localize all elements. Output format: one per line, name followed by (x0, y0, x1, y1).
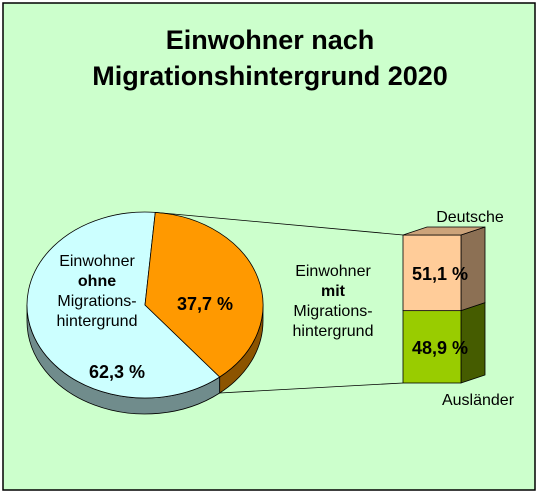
value-label: 48,9 % (412, 338, 468, 358)
value-label: 37,7 % (177, 294, 233, 314)
category-label: mit (321, 283, 346, 300)
connector (155, 211, 404, 236)
pie-slice (144, 211, 264, 378)
value-label: 51,1 % (412, 264, 468, 284)
category-label: Migrations- (57, 293, 136, 310)
category-label: Ausländer (442, 392, 515, 409)
category-label: Deutsche (436, 209, 504, 226)
chart-title: Einwohner nach Migrationshintergrund 202… (92, 25, 448, 91)
category-label: hintergrund (57, 313, 138, 330)
bar-top (402, 226, 486, 236)
category-label: Einwohner (295, 263, 371, 280)
category-label: hintergrund (293, 323, 374, 340)
bar-segment (402, 234, 462, 312)
connector (219, 382, 404, 394)
category-label: ohne (78, 273, 116, 290)
category-label: Migrations- (293, 303, 372, 320)
value-label: 62,3 % (89, 362, 145, 382)
bar-segment (402, 310, 462, 384)
pie-slice (26, 211, 221, 399)
category-label: Einwohner (59, 253, 135, 270)
